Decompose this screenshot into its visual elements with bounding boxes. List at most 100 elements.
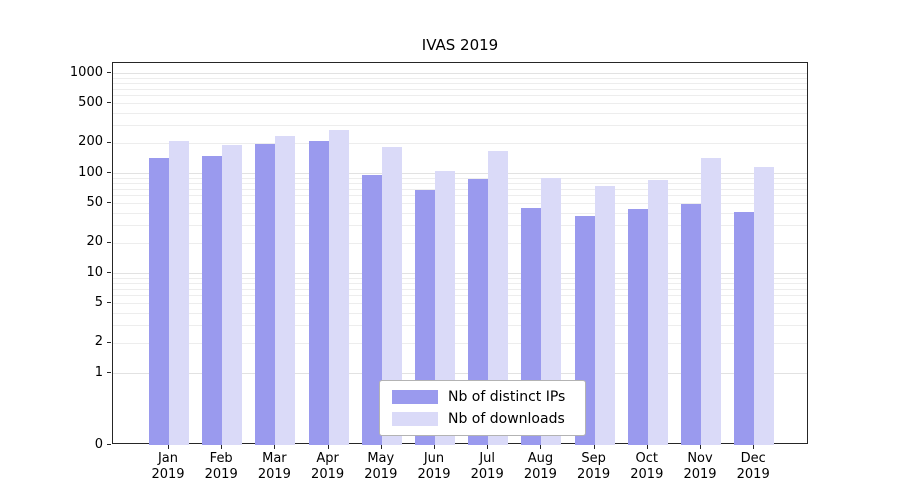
x-tick-mark — [221, 445, 223, 449]
gridline — [113, 77, 807, 79]
y-tick-label: 100 — [78, 164, 103, 180]
x-tick-mark — [274, 445, 276, 449]
gridline — [113, 282, 807, 284]
gridline — [113, 212, 807, 214]
gridline — [113, 242, 807, 244]
gridline — [113, 177, 807, 179]
gridline — [113, 103, 807, 105]
y-tick-mark — [107, 141, 111, 143]
x-tick-label: Feb 2019 — [204, 451, 238, 482]
y-tick-label: 50 — [86, 194, 103, 210]
gridline — [113, 273, 807, 274]
y-tick-mark — [107, 372, 111, 373]
x-tick-mark — [753, 445, 755, 449]
bar-nb-of-downloads-sep — [594, 185, 615, 445]
bar-nb-of-distinct-ips-may — [361, 175, 382, 445]
gridline — [113, 188, 807, 190]
bar-nb-of-downloads-feb — [222, 145, 243, 445]
x-tick-label: Jun 2019 — [417, 451, 451, 482]
y-tick-label: 1000 — [69, 64, 103, 80]
x-tick-mark — [646, 445, 648, 449]
bar-nb-of-downloads-jul — [488, 151, 509, 445]
bar-nb-of-distinct-ips-jul — [468, 178, 489, 445]
x-tick-label: Jul 2019 — [470, 451, 504, 482]
gridline — [113, 303, 807, 305]
gridline — [113, 95, 807, 97]
gridline — [113, 342, 807, 344]
y-tick-mark — [107, 241, 111, 243]
bar-nb-of-distinct-ips-apr — [308, 141, 329, 445]
gridline — [113, 195, 807, 197]
y-tick-label: 500 — [78, 94, 103, 110]
legend: Nb of distinct IPs Nb of downloads — [379, 380, 587, 436]
legend-item-distinct-ips: Nb of distinct IPs — [392, 389, 565, 405]
x-tick-mark — [487, 445, 489, 449]
y-tick-mark — [107, 302, 111, 304]
y-tick-label: 20 — [86, 234, 103, 250]
bar-nb-of-downloads-jun — [435, 170, 455, 445]
bar-nb-of-downloads-mar — [275, 135, 296, 445]
bar-nb-of-downloads-jan — [169, 140, 189, 445]
x-tick-label: Jan 2019 — [151, 451, 185, 482]
gridline — [113, 225, 807, 227]
x-tick-label: Dec 2019 — [736, 451, 770, 482]
bar-nb-of-distinct-ips-dec — [734, 211, 755, 445]
y-tick-mark — [107, 172, 111, 173]
x-tick-label: May 2019 — [364, 451, 398, 482]
legend-item-downloads: Nb of downloads — [392, 411, 565, 427]
x-tick-label: Apr 2019 — [311, 451, 345, 482]
bar-nb-of-downloads-oct — [647, 180, 668, 445]
gridline — [113, 142, 807, 144]
chart-title: IVAS 2019 — [421, 36, 499, 54]
bar-nb-of-distinct-ips-mar — [255, 143, 276, 445]
gridline — [113, 203, 807, 205]
bar-nb-of-distinct-ips-nov — [681, 204, 701, 445]
x-tick-label: Mar 2019 — [257, 451, 291, 482]
bar-nb-of-downloads-may — [381, 146, 402, 445]
y-tick-label: 0 — [94, 436, 103, 452]
y-tick-mark — [107, 202, 111, 204]
gridline — [113, 325, 807, 327]
y-tick-label: 200 — [78, 134, 103, 150]
gridline — [113, 295, 807, 297]
bar-nb-of-distinct-ips-jan — [149, 158, 169, 445]
gridline — [113, 288, 807, 290]
bar-nb-of-downloads-dec — [754, 166, 775, 445]
x-tick-mark — [434, 445, 435, 449]
gridline — [113, 373, 807, 374]
y-tick-label: 1 — [94, 364, 103, 380]
gridline — [113, 173, 807, 174]
gridline — [113, 182, 807, 184]
bar-nb-of-downloads-nov — [701, 158, 721, 445]
x-tick-mark — [700, 445, 701, 449]
x-tick-label: Nov 2019 — [683, 451, 717, 482]
plot-area: Nb of distinct IPs Nb of downloads — [112, 62, 808, 445]
legend-swatch-distinct-ips — [392, 390, 438, 404]
bar-nb-of-downloads-apr — [328, 129, 349, 445]
x-tick-mark — [168, 445, 169, 449]
x-tick-label: Oct 2019 — [630, 451, 664, 482]
gridline — [113, 312, 807, 314]
x-tick-label: Aug 2019 — [523, 451, 557, 482]
legend-swatch-downloads — [392, 412, 438, 426]
y-tick-mark — [107, 102, 111, 104]
gridline — [113, 73, 807, 74]
x-tick-mark — [593, 445, 595, 449]
bar-nb-of-distinct-ips-feb — [202, 156, 223, 445]
y-tick-label: 5 — [94, 294, 103, 310]
y-tick-mark — [107, 444, 111, 445]
y-tick-label: 10 — [86, 264, 103, 280]
x-tick-mark — [540, 445, 542, 449]
legend-label-downloads: Nb of downloads — [448, 411, 565, 427]
x-tick-mark — [327, 445, 329, 449]
bar-nb-of-distinct-ips-oct — [627, 208, 648, 445]
gridline — [113, 277, 807, 279]
x-tick-mark — [380, 445, 382, 449]
y-tick-mark — [107, 72, 111, 73]
y-tick-mark — [107, 272, 111, 273]
gridline — [113, 88, 807, 90]
y-tick-label: 2 — [94, 334, 103, 350]
x-tick-label: Sep 2019 — [577, 451, 611, 482]
gridline — [113, 112, 807, 114]
gridline — [113, 82, 807, 84]
